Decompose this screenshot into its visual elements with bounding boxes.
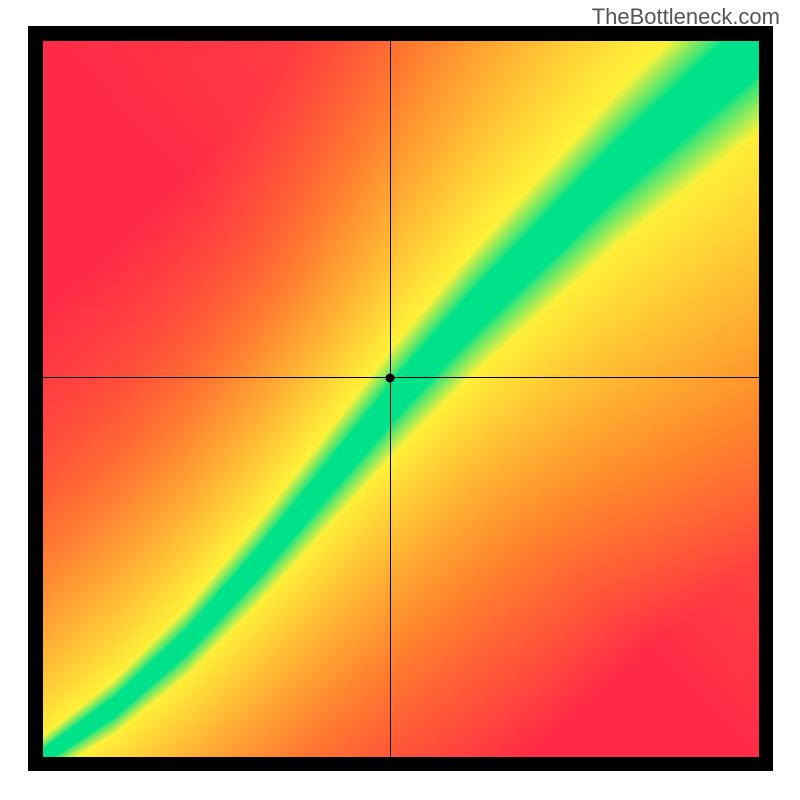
watermark-text: TheBottleneck.com [592, 4, 780, 30]
chart-container: TheBottleneck.com [0, 0, 800, 800]
heatmap-canvas [43, 41, 759, 757]
chart-inner [43, 41, 759, 757]
crosshair-horizontal [43, 377, 759, 378]
chart-outer-frame [28, 26, 773, 771]
data-point-marker [386, 373, 395, 382]
crosshair-vertical [390, 41, 391, 757]
